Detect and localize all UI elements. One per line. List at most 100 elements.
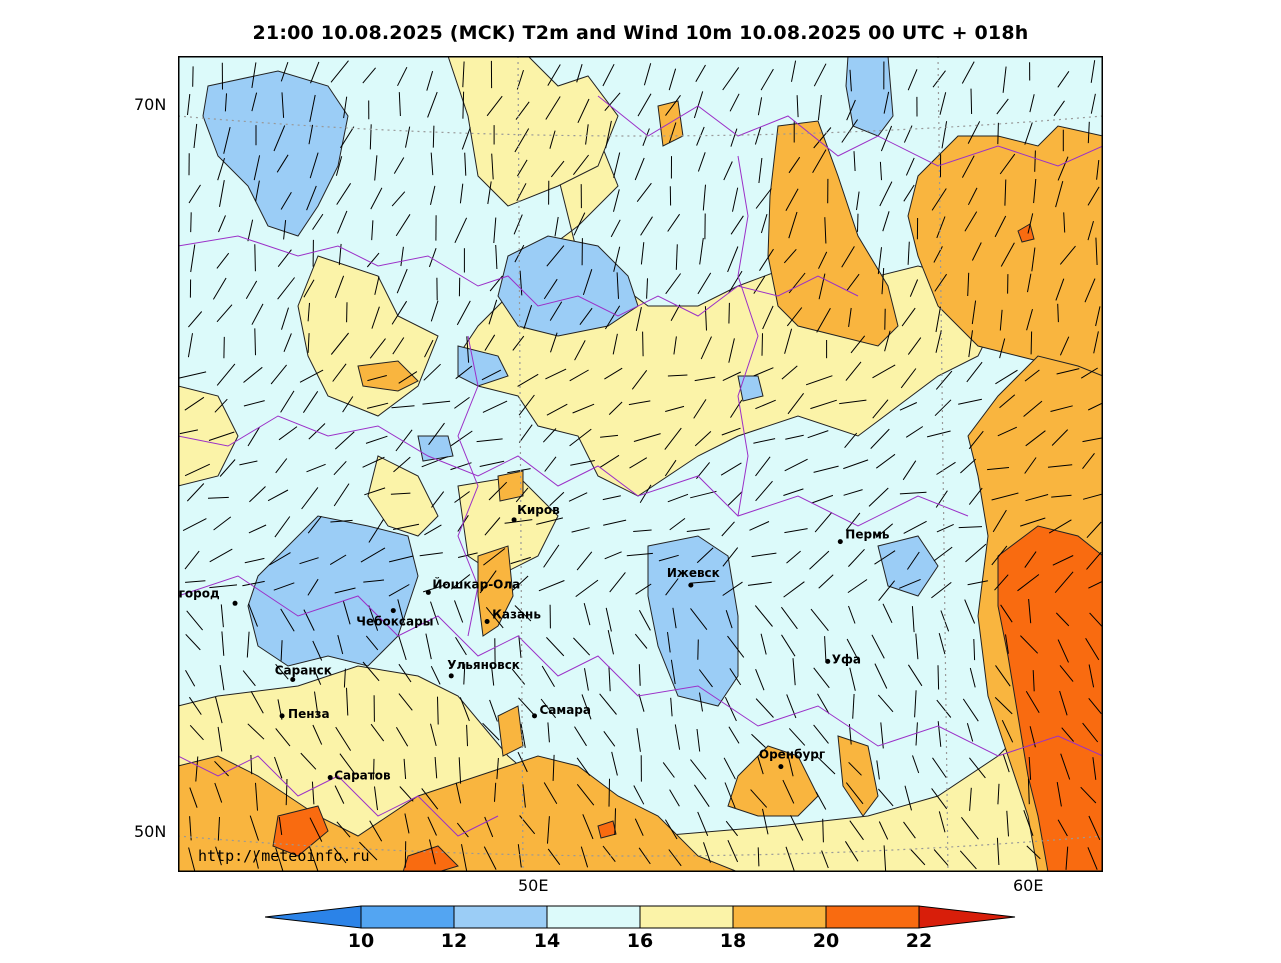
wind-barb [1088, 664, 1095, 688]
wind-barb [278, 426, 298, 441]
wind-barb [223, 126, 231, 154]
wind-barb [457, 552, 478, 558]
wind-barb [958, 398, 983, 405]
wind-barb [253, 850, 259, 869]
wind-barb [610, 219, 621, 238]
map-layers: Киров Пермь Нижний Новгород Йошкар-Ола Ижевс… [178, 56, 1103, 872]
wind-barb [997, 426, 1018, 437]
wind-barb [370, 187, 383, 210]
wind-barb [337, 210, 348, 234]
city-label-8: Саранск [275, 664, 332, 678]
city-dot-1 [837, 539, 843, 545]
wind-barb [459, 697, 470, 722]
wind-barb [342, 396, 354, 413]
wind-barb [960, 458, 977, 474]
wind-barb [301, 487, 319, 510]
wind-barb [667, 213, 681, 232]
wind-barb [430, 152, 434, 176]
wind-barb [1087, 121, 1090, 144]
wind-barb [971, 300, 977, 325]
wind-barb [636, 728, 641, 752]
wind-barb [1059, 336, 1070, 356]
wind-barb [193, 123, 198, 149]
wind-barb [761, 333, 763, 356]
wind-barb [275, 847, 284, 872]
wind-barb [643, 63, 652, 86]
wind-barb [788, 211, 798, 239]
wind-barb [270, 364, 287, 385]
wind-barb [337, 634, 344, 655]
wind-barb [786, 550, 801, 564]
wind-barb [969, 667, 976, 688]
wind-barb [933, 246, 943, 263]
wind-barb [218, 215, 226, 233]
wind-barb [374, 786, 378, 811]
wind-barb [1027, 213, 1034, 234]
wind-barb [664, 819, 678, 840]
wind-barb [608, 666, 611, 692]
wind-barb [425, 633, 432, 660]
wind-barb [999, 309, 1003, 331]
wind-barb [184, 550, 200, 570]
wind-barb [576, 757, 591, 776]
wind-barb [969, 787, 972, 811]
wind-barb [616, 272, 619, 299]
wind-barb [755, 399, 776, 410]
wind-barb [1002, 66, 1007, 93]
wind-barb [905, 426, 924, 438]
wind-barb [754, 127, 762, 145]
colorbar-arrow-low [265, 905, 362, 929]
wind-barb [848, 307, 852, 327]
wind-barb [484, 517, 501, 536]
wind-barb [367, 375, 387, 382]
wind-barb [184, 463, 211, 477]
wind-barb [933, 546, 953, 562]
wind-barb [1030, 331, 1033, 355]
wind-barb [788, 728, 806, 746]
wind-barb [243, 366, 263, 383]
lon-label-50e: 50E [518, 876, 549, 895]
city-label-0: Киров [517, 503, 560, 517]
wind-barb [1048, 519, 1072, 534]
wind-barb [577, 98, 590, 124]
wind-barb [543, 278, 558, 300]
wind-barb [493, 217, 497, 244]
wind-barb [224, 93, 227, 112]
wind-barb [844, 841, 859, 862]
wind-barb [790, 815, 804, 841]
wind-barb [604, 305, 621, 330]
wind-barb [966, 723, 974, 742]
wind-barb [333, 847, 347, 864]
wind-barb [759, 248, 774, 271]
colorbar-tick-16: 16 [626, 930, 654, 952]
wind-barb [491, 153, 494, 180]
wind-barb [878, 580, 895, 602]
wind-barb [243, 400, 265, 407]
wind-barb [845, 512, 861, 531]
wind-barb [991, 492, 1019, 501]
wind-barb [697, 272, 712, 295]
wind-barb [393, 157, 405, 174]
city-label-4: Ижевск [667, 566, 720, 580]
wind-barb [850, 335, 866, 354]
wind-barb [398, 92, 401, 117]
wind-barb [784, 458, 808, 472]
city-dot-6 [484, 618, 490, 624]
wind-barb [824, 636, 827, 664]
lat-label-50n: 50N [134, 822, 167, 841]
wind-barb [429, 839, 436, 865]
wind-barb [673, 336, 677, 355]
wind-barb [572, 403, 595, 414]
wind-barb [369, 820, 383, 842]
wind-barb [614, 808, 616, 836]
wind-barb [934, 273, 948, 292]
wind-barb [848, 548, 865, 567]
wind-barb [1093, 331, 1099, 354]
wind-barb [519, 270, 523, 296]
wind-barb [484, 816, 494, 838]
wind-barb [366, 402, 389, 409]
wind-barb [455, 636, 467, 656]
wind-barb [967, 121, 981, 144]
wind-barb [489, 699, 498, 722]
wind-barb [602, 845, 616, 863]
